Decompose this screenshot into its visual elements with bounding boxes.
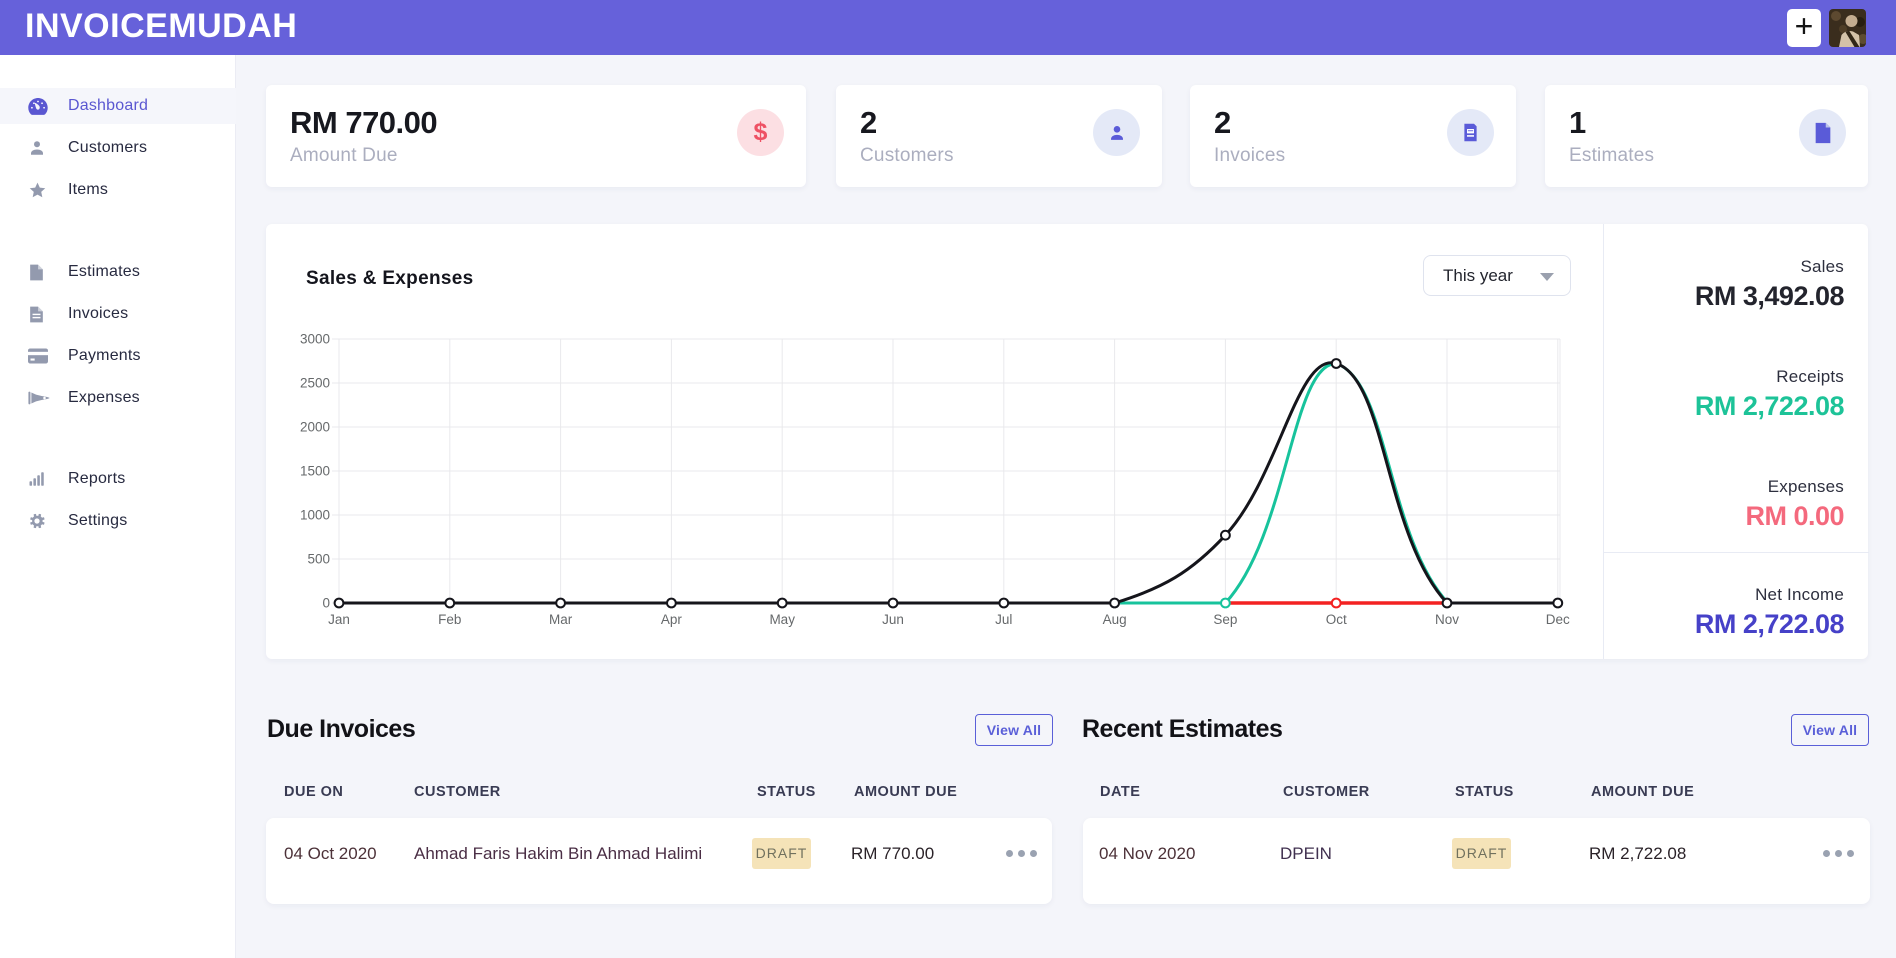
svg-text:Feb: Feb	[438, 612, 461, 627]
svg-text:0: 0	[322, 596, 330, 611]
svg-text:Sep: Sep	[1213, 612, 1237, 627]
svg-text:Dec: Dec	[1546, 612, 1570, 627]
svg-text:Apr: Apr	[661, 612, 683, 627]
svg-text:1000: 1000	[300, 508, 330, 523]
svg-text:Jan: Jan	[328, 612, 350, 627]
svg-text:1500: 1500	[300, 464, 330, 479]
svg-text:2500: 2500	[300, 376, 330, 391]
svg-text:Aug: Aug	[1103, 612, 1127, 627]
svg-text:3000: 3000	[300, 332, 330, 347]
svg-text:May: May	[769, 612, 795, 627]
svg-text:Mar: Mar	[549, 612, 573, 627]
svg-text:2000: 2000	[300, 420, 330, 435]
svg-text:Jun: Jun	[882, 612, 904, 627]
svg-text:500: 500	[307, 552, 330, 567]
svg-text:Nov: Nov	[1435, 612, 1459, 627]
svg-text:Jul: Jul	[995, 612, 1012, 627]
svg-text:Oct: Oct	[1326, 612, 1347, 627]
